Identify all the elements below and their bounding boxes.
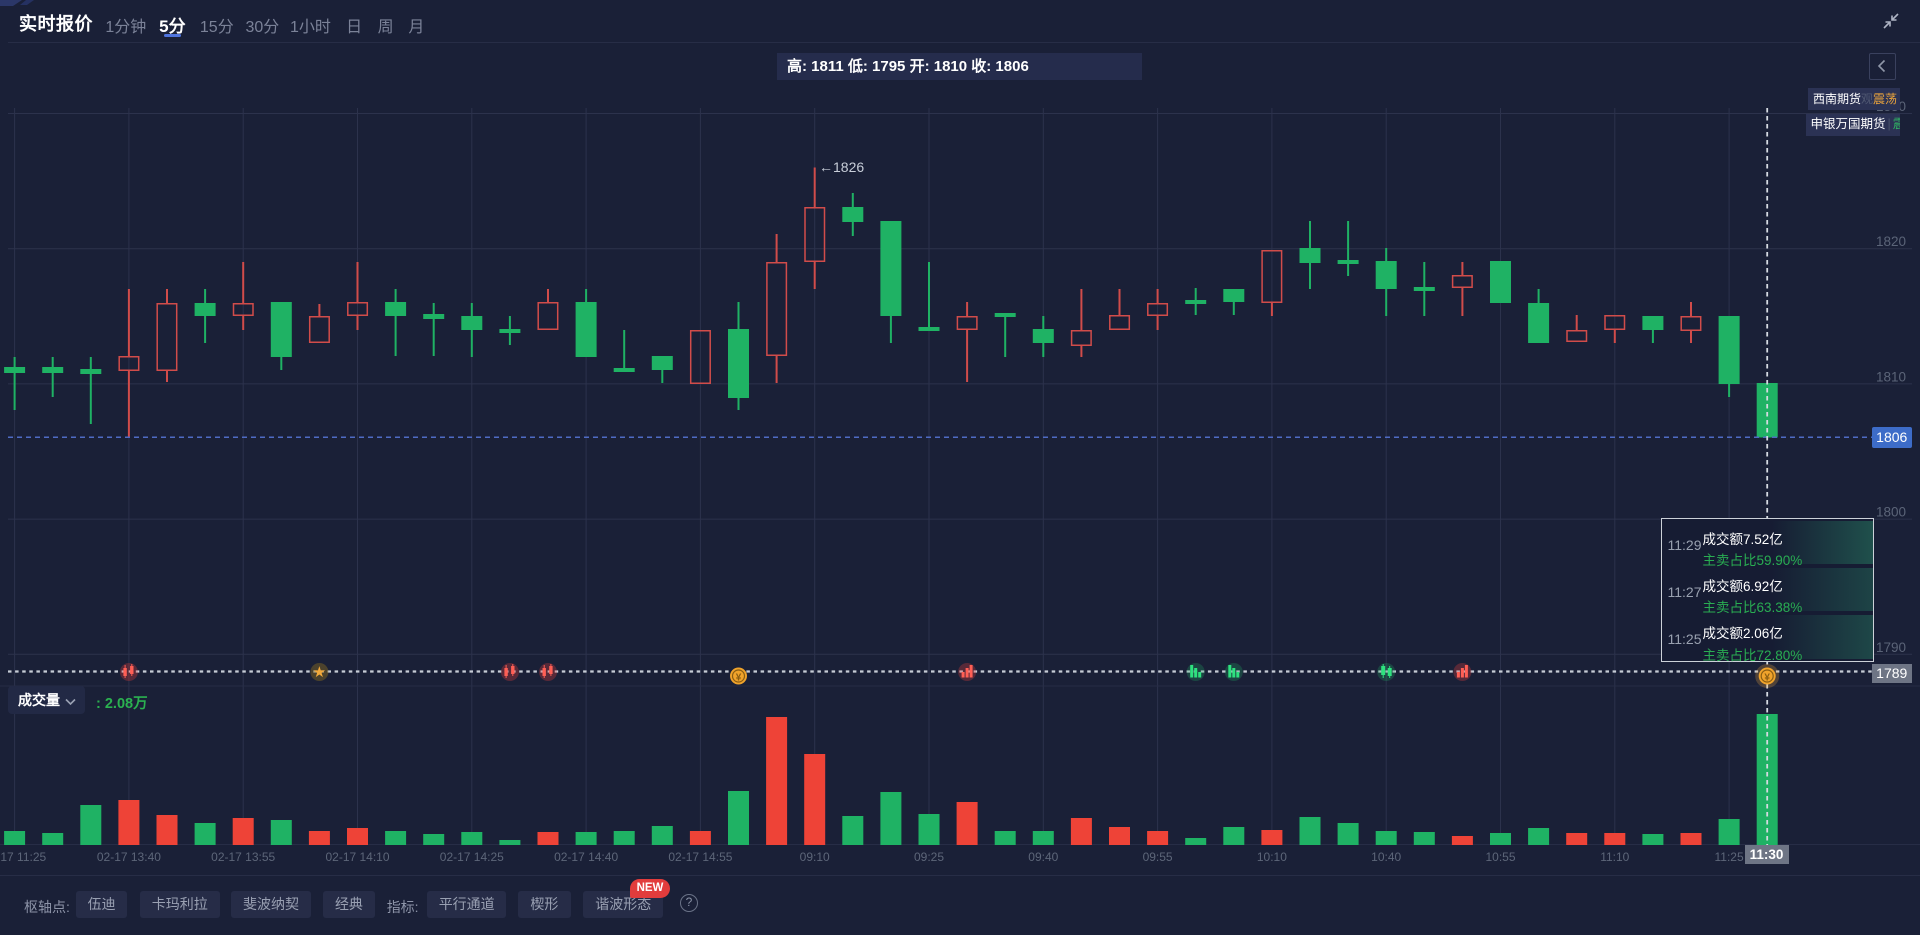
svg-text:02-17 14:10: 02-17 14:10 [325,850,389,864]
svg-text:09:40: 09:40 [1028,850,1058,864]
svg-text:02-17 14:25: 02-17 14:25 [440,850,504,864]
svg-text:10:40: 10:40 [1371,850,1401,864]
svg-text:09:25: 09:25 [914,850,944,864]
svg-text:1800: 1800 [1876,505,1906,520]
svg-text:02-17 11:25: 02-17 11:25 [0,850,47,864]
svg-text:10:10: 10:10 [1257,850,1287,864]
svg-text:02-17 14:55: 02-17 14:55 [668,850,732,864]
svg-text:02-17 14:40: 02-17 14:40 [554,850,618,864]
svg-text:02-17 13:55: 02-17 13:55 [211,850,275,864]
svg-text:11:10: 11:10 [1600,850,1629,864]
svg-text:←1826: ←1826 [819,159,864,175]
svg-text:09:55: 09:55 [1143,850,1173,864]
svg-text:10:55: 10:55 [1485,850,1515,864]
svg-text:11:25: 11:25 [1715,850,1744,864]
svg-text:¥: ¥ [736,673,742,684]
svg-text:02-17 13:40: 02-17 13:40 [97,850,161,864]
svg-text:1790: 1790 [1876,640,1906,655]
svg-text:★: ★ [313,664,326,681]
svg-text:1820: 1820 [1876,234,1906,249]
svg-text:¥: ¥ [1764,673,1770,684]
svg-text:1810: 1810 [1876,369,1906,384]
svg-text:09:10: 09:10 [800,850,830,864]
